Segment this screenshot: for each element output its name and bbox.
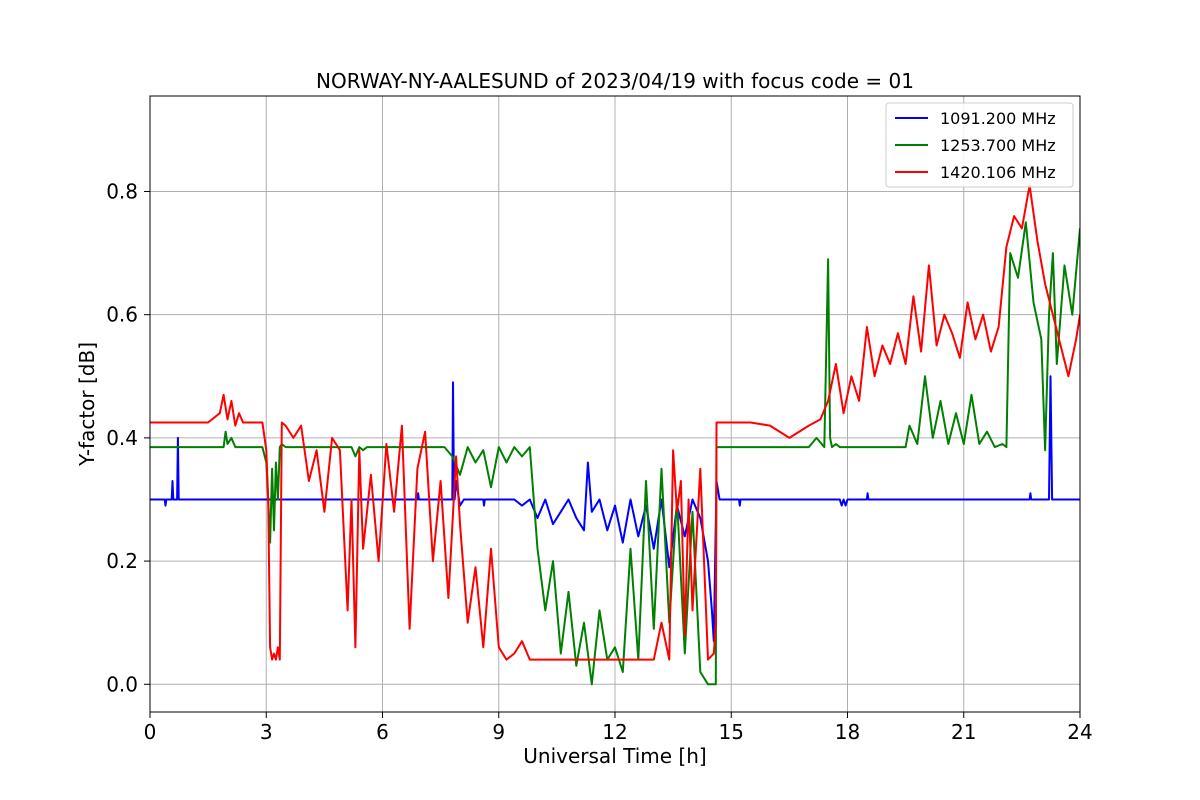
x-tick-label: 9: [492, 720, 505, 744]
x-axis-label: Universal Time [h]: [523, 744, 706, 768]
y-axis: 0.0 0.2 0.4 0.6 0.8: [106, 179, 150, 696]
x-tick-label: 21: [951, 720, 976, 744]
y-tick-label: 0.6: [106, 303, 138, 327]
series-layer: [150, 184, 1080, 686]
series-line-2: [150, 221, 1080, 686]
y-tick-label: 0.0: [106, 672, 138, 696]
x-tick-label: 12: [602, 720, 627, 744]
y-axis-label: Y-factor [dB]: [75, 342, 99, 467]
y-tick-label: 0.4: [106, 426, 138, 450]
series-line-3: [150, 184, 1080, 661]
x-tick-label: 24: [1067, 720, 1092, 744]
y-tick-label: 0.2: [106, 549, 138, 573]
legend-label: 1091.200 MHz: [940, 109, 1056, 128]
x-tick-label: 18: [835, 720, 860, 744]
legend-label: 1253.700 MHz: [940, 136, 1056, 155]
grid-lines: [149, 96, 1081, 712]
chart-title: NORWAY-NY-AALESUND of 2023/04/19 with fo…: [316, 69, 914, 93]
x-tick-label: 15: [719, 720, 744, 744]
x-tick-label: 6: [376, 720, 389, 744]
x-tick-label: 3: [260, 720, 273, 744]
legend: 1091.200 MHz 1253.700 MHz 1420.106 MHz: [885, 102, 1074, 188]
series-line-1: [150, 375, 1080, 643]
y-tick-label: 0.8: [106, 179, 138, 203]
x-axis: 0 3 6 9 12 15 18 21 24: [144, 712, 1093, 744]
x-tick-label: 0: [144, 720, 157, 744]
legend-box: [885, 102, 1074, 188]
legend-label: 1420.106 MHz: [940, 163, 1056, 182]
